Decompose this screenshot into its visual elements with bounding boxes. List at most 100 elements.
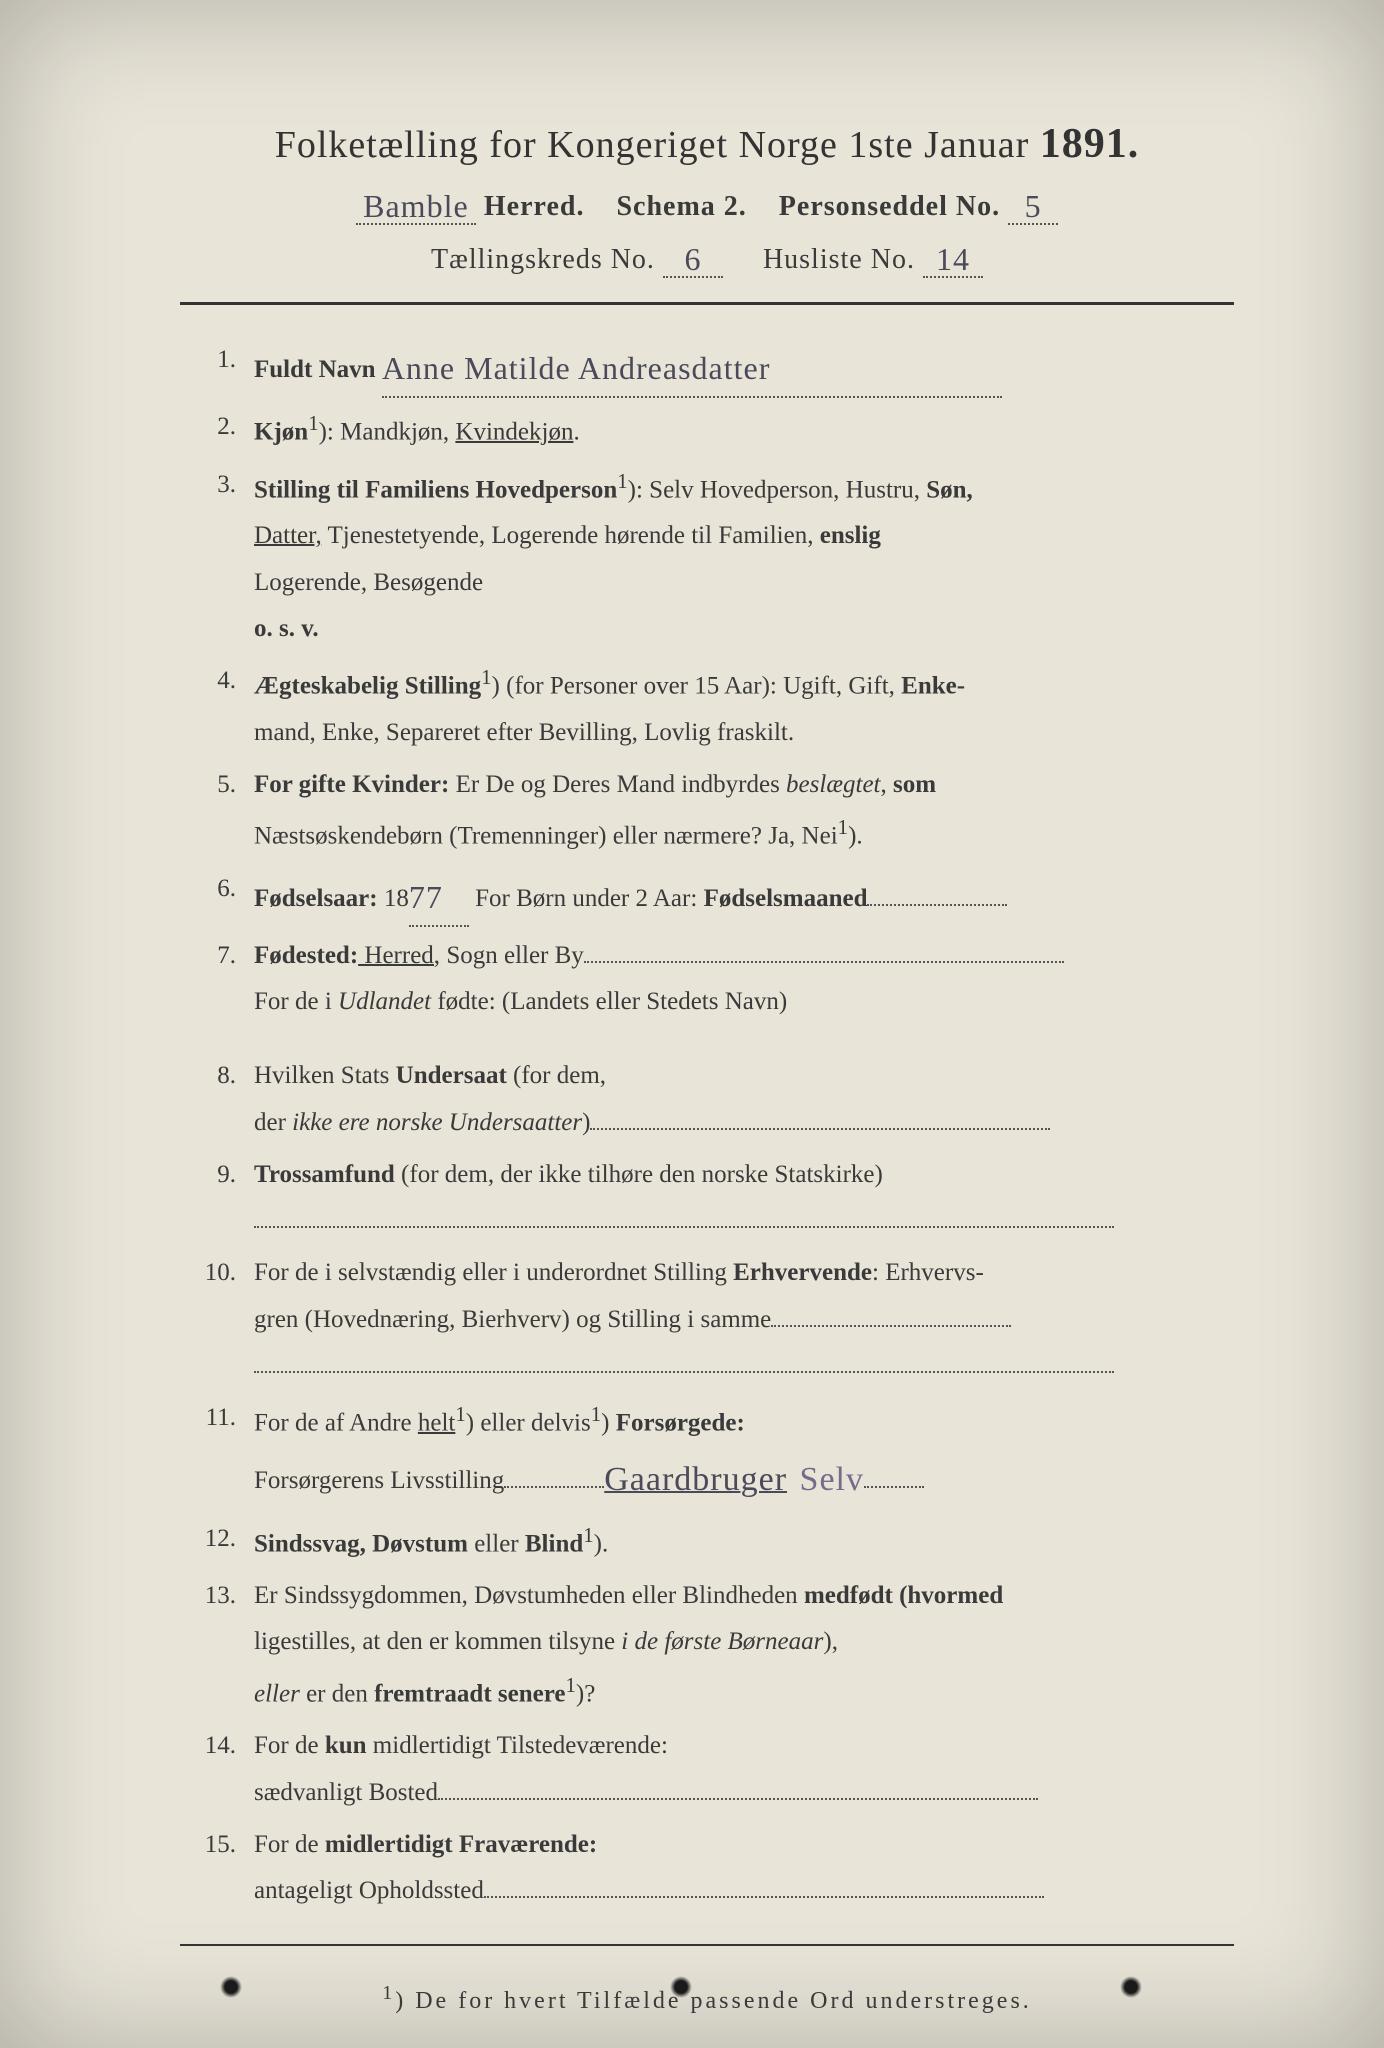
body-6: Fødselsaar: 1877 For Børn under 2 Aar: F… <box>254 866 1234 927</box>
body-2: Kjøn1): Mandkjøn, Kvindekjøn. <box>254 404 1234 456</box>
l14a: For de <box>254 1732 325 1759</box>
punch-hole-icon <box>220 1976 242 1998</box>
l11a: For de af Andre <box>254 1410 418 1437</box>
l10c: gren (Hovednæring, Bierhverv) og Stillin… <box>254 1306 771 1333</box>
herred-u: Herred, <box>358 942 440 969</box>
body-15: For de midlertidigt Fraværende: antageli… <box>254 1822 1234 1915</box>
l12b: eller <box>468 1530 525 1557</box>
l13b: medfødt (hvormed <box>804 1582 1003 1609</box>
l15b: midlertidigt Fraværende: <box>325 1831 597 1858</box>
l12d: ). <box>594 1530 609 1557</box>
l11d: Forsørgede: <box>616 1410 745 1437</box>
label-7: Fødested: <box>254 942 358 969</box>
l3c: Tjenestetyende, Logerende hørende til Fa… <box>322 522 820 549</box>
num-12: 12. <box>180 1516 254 1568</box>
l3d: enslig <box>820 522 881 549</box>
field-herred: Bamble <box>356 186 476 225</box>
text-2: ): Mandkjøn, <box>319 419 456 446</box>
l8e: ) <box>582 1109 590 1136</box>
field-personseddel: 5 <box>1008 186 1058 225</box>
l6a: 18 <box>378 885 409 912</box>
num-5: 5. <box>180 762 254 860</box>
l14c: midlertidigt Tilstedeværende: <box>367 1732 668 1759</box>
l4a: ) (for Personer over 15 Aar): Ugift, Gif… <box>492 672 902 699</box>
field-husliste: 14 <box>923 239 983 278</box>
punch-hole-icon <box>1120 1976 1142 1998</box>
item-12: 12. Sindssvag, Døvstum eller Blind1). <box>180 1516 1234 1568</box>
l15a: For de <box>254 1831 325 1858</box>
body-10: For de i selvstændig eller i underordnet… <box>254 1250 1234 1389</box>
l8b: Undersaat <box>396 1062 507 1089</box>
label-6: Fødselsaar: <box>254 885 378 912</box>
fn-text: ) De for hvert Tilfælde passende Ord und… <box>395 1988 1032 2014</box>
personseddel-label: Personseddel No. <box>779 191 1000 222</box>
l4b: Enke- <box>901 672 965 699</box>
l11u: helt <box>418 1410 456 1437</box>
l10a: For de i selvstændig eller i underordnet… <box>254 1259 733 1286</box>
l7c: fødte: (Landets eller Stedets Navn) <box>431 988 787 1015</box>
l5c: Næstsøskendebørn (Tremenninger) eller næ… <box>254 823 838 850</box>
l5b: som <box>893 771 936 798</box>
kvinde: Kvindekjøn <box>455 419 573 446</box>
rule-bottom <box>180 1944 1234 1946</box>
gap-7-8 <box>180 1031 1234 1053</box>
item-11: 11. For de af Andre helt1) eller delvis1… <box>180 1395 1234 1509</box>
item-1: 1. Fuldt Navn Anne Matilde Andreasdatter <box>180 337 1234 398</box>
num-13: 13. <box>180 1573 254 1717</box>
num-14: 14. <box>180 1723 254 1816</box>
l8i: ikke ere norske Undersaatter <box>292 1109 582 1136</box>
l7a: Sogn eller By <box>440 942 584 969</box>
num-8: 8. <box>180 1053 254 1146</box>
field-10b <box>254 1371 1114 1373</box>
kreds-value: 6 <box>684 241 701 277</box>
l11e: Forsørgerens Livsstilling <box>254 1467 504 1494</box>
item-15: 15. For de midlertidigt Fraværende: anta… <box>180 1822 1234 1915</box>
l3a: ): Selv Hovedperson, Hustru, <box>628 476 927 503</box>
main-title: Folketælling for Kongeriget Norge 1ste J… <box>180 120 1234 168</box>
husliste-label: Husliste No. <box>763 244 915 275</box>
l13c: ligestilles, at den er kommen tilsyne <box>254 1628 621 1655</box>
item-8: 8. Hvilken Stats Undersaat (for dem, der… <box>180 1053 1234 1146</box>
num-7: 7. <box>180 933 254 1026</box>
rule-top <box>180 302 1234 305</box>
body-3: Stilling til Familiens Hovedperson1): Se… <box>254 462 1234 652</box>
sup-13: 1 <box>565 1673 575 1697</box>
l8d: der <box>254 1109 292 1136</box>
num-15: 15. <box>180 1822 254 1915</box>
l13i3: eller <box>254 1680 300 1707</box>
field-month <box>867 904 1007 906</box>
sup-3: 1 <box>617 469 627 493</box>
l10bb: : Erhvervs- <box>872 1259 984 1286</box>
l11c: ) <box>601 1410 616 1437</box>
l14d: sædvanligt Bosted <box>254 1779 438 1806</box>
item-14: 14. For de kun midlertidigt Tilstedevære… <box>180 1723 1234 1816</box>
l14b: kun <box>325 1732 367 1759</box>
l9b: (for dem, der ikke tilhøre den norske St… <box>395 1161 883 1188</box>
l15c: antageligt Opholdssted <box>254 1877 484 1904</box>
l3e: Logerende, Besøgende <box>254 569 483 596</box>
husliste-value: 14 <box>936 241 970 277</box>
num-10: 10. <box>180 1250 254 1389</box>
l10b: Erhvervende <box>733 1259 872 1286</box>
l13f: fremtraadt senere <box>374 1680 565 1707</box>
label-4: Ægteskabelig Stilling <box>254 672 481 699</box>
body-8: Hvilken Stats Undersaat (for dem, der ik… <box>254 1053 1234 1146</box>
item-6: 6. Fødselsaar: 1877 For Børn under 2 Aar… <box>180 866 1234 927</box>
body-14: For de kun midlertidigt Tilstedeværende:… <box>254 1723 1234 1816</box>
item-9: 9. Trossamfund (for dem, der ikke tilhør… <box>180 1152 1234 1245</box>
l3f: o. s. v. <box>254 615 319 642</box>
field-11b <box>864 1486 924 1488</box>
num-11: 11. <box>180 1395 254 1509</box>
l13i: i de første Børneaar <box>621 1628 823 1655</box>
num-9: 9. <box>180 1152 254 1245</box>
l13d: ), <box>823 1628 838 1655</box>
title-text: Folketælling for Kongeriget Norge 1ste J… <box>275 124 1030 166</box>
num-6: 6. <box>180 866 254 927</box>
sup-5b: 1 <box>838 815 848 839</box>
header-block: Folketælling for Kongeriget Norge 1ste J… <box>180 120 1234 278</box>
l5i: beslægtet <box>786 771 880 798</box>
year-value: 77 <box>409 879 443 915</box>
l7b: For de i <box>254 988 338 1015</box>
item-2: 2. Kjøn1): Mandkjøn, Kvindekjøn. <box>180 404 1234 456</box>
l8a: Hvilken Stats <box>254 1062 396 1089</box>
